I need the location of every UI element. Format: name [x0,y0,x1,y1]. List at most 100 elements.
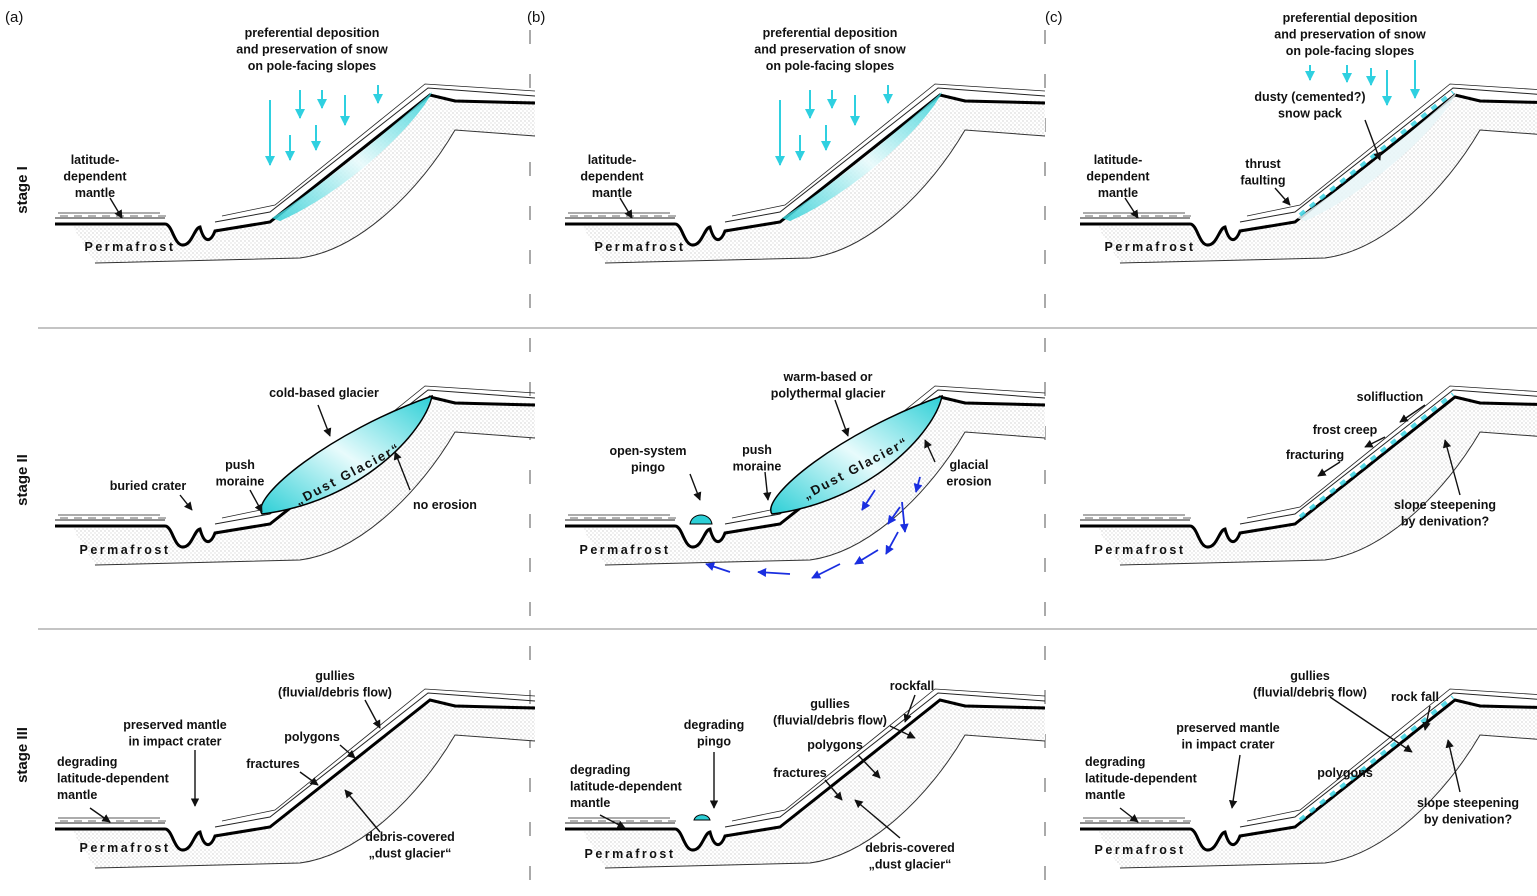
annotation: thrust [1245,157,1281,171]
annotation: fractures [246,757,300,771]
annotation: moraine [733,460,782,474]
annotation: (fluvial/debris flow) [278,686,392,700]
permafrost-label: Permafrost [580,543,671,557]
annotation: warm-based or [783,370,873,384]
leader-arrow [1120,808,1138,822]
annotation: moraine [216,475,265,489]
annotation: polygons [284,730,340,744]
annotation: latitude- [71,153,120,167]
annotation: mantle [1098,186,1138,200]
permafrost-label: Permafrost [1095,843,1186,857]
annotation: by denivation? [1401,515,1489,529]
flow-arrow [812,564,840,578]
annotation: snow pack [1278,107,1342,121]
flow-arrow [706,564,730,572]
leader-arrow [318,405,330,436]
permafrost-label: Permafrost [1105,240,1196,254]
annotation: faulting [1240,174,1285,188]
terrain [1080,386,1537,565]
annotation: latitude-dependent [1085,772,1198,786]
labels: (a) (b) (c) stage I stage II stage III prefere… [5,9,1519,872]
annotation: mantle [570,796,610,810]
pingo [694,815,710,820]
annotation: and preservation of snow [754,43,906,57]
permafrost-label: Permafrost [85,240,176,254]
leader-arrow [1232,755,1240,808]
annotation: degrading [684,718,744,732]
stage-label: stage II [14,454,31,506]
leader-arrow [180,495,192,510]
annotation: degrading [570,763,630,777]
diagram: (a) (b) (c) stage I stage II stage III prefere… [0,0,1537,896]
annotation: slope steepening [1394,498,1496,512]
annotation: polythermal glacier [771,387,886,401]
permafrost-label: Permafrost [585,847,676,861]
annotation: slope steepening [1417,796,1519,810]
annotation: pingo [631,461,665,475]
annotation: rockfall [890,679,934,693]
annotation: latitude-dependent [57,772,170,786]
annotation: latitude- [588,153,637,167]
leader-arrow [765,472,768,500]
panel-label: (c) [1045,9,1063,26]
leader-arrow [690,474,700,500]
pingo [690,515,712,524]
permafrost-label: Permafrost [1095,543,1186,557]
annotation: dependent [1086,170,1150,184]
annotation: frost creep [1313,423,1378,437]
annotation: preserved mantle [1176,721,1280,735]
leader-arrow [600,815,625,828]
leader-arrow [90,808,110,822]
annotation: and preservation of snow [236,43,388,57]
panel-label: (a) [5,9,23,26]
leader-arrow [1365,120,1380,160]
annotation: on pole-facing slopes [1286,44,1415,58]
leader-arrow [905,695,915,722]
stage-label: stage I [14,166,31,214]
stage-label: stage III [14,727,31,783]
annotation: dependent [63,170,127,184]
leader-arrow [620,198,632,218]
annotation: fractures [773,766,827,780]
annotation: gullies [1290,669,1330,683]
annotation: preserved mantle [123,718,227,732]
annotation: in impact crater [128,735,221,749]
flow-arrow [758,572,790,574]
annotation: by denivation? [1424,813,1512,827]
panel-label: (b) [527,9,545,26]
annotation: latitude- [1094,153,1143,167]
annotation: preferential deposition [763,26,898,40]
leader-arrow [250,490,262,512]
annotation: rock fall [1391,690,1439,704]
leader-arrow [365,700,380,728]
annotation: (fluvial/debris flow) [773,714,887,728]
annotation: and preservation of snow [1274,28,1426,42]
leader-arrow [835,400,848,436]
annotation: push [742,443,772,457]
scene [55,60,1537,868]
annotation: „dust glacier“ [869,858,952,872]
annotation: mantle [75,186,115,200]
permafrost-label: Permafrost [80,841,171,855]
annotation: mantle [57,788,97,802]
annotation: pingo [697,735,731,749]
annotation: degrading [1085,755,1145,769]
annotation: „dust glacier“ [369,847,452,861]
annotation: preferential deposition [245,26,380,40]
annotation: preferential deposition [1283,11,1418,25]
leader-arrow [110,198,122,218]
annotation: solifluction [1357,390,1424,404]
annotation: latitude-dependent [570,780,683,794]
annotation: degrading [57,755,117,769]
annotation: debris-covered [365,830,455,844]
annotation: dusty (cemented?) [1254,90,1365,104]
annotation: open-system [609,444,686,458]
leader-arrow [1318,462,1340,476]
annotation: fracturing [1286,448,1344,462]
annotation: dependent [580,170,644,184]
permafrost-label: Permafrost [595,240,686,254]
annotation: (fluvial/debris flow) [1253,686,1367,700]
annotation: polygons [807,738,863,752]
leader-arrow [1125,198,1138,218]
annotation: on pole-facing slopes [766,59,895,73]
